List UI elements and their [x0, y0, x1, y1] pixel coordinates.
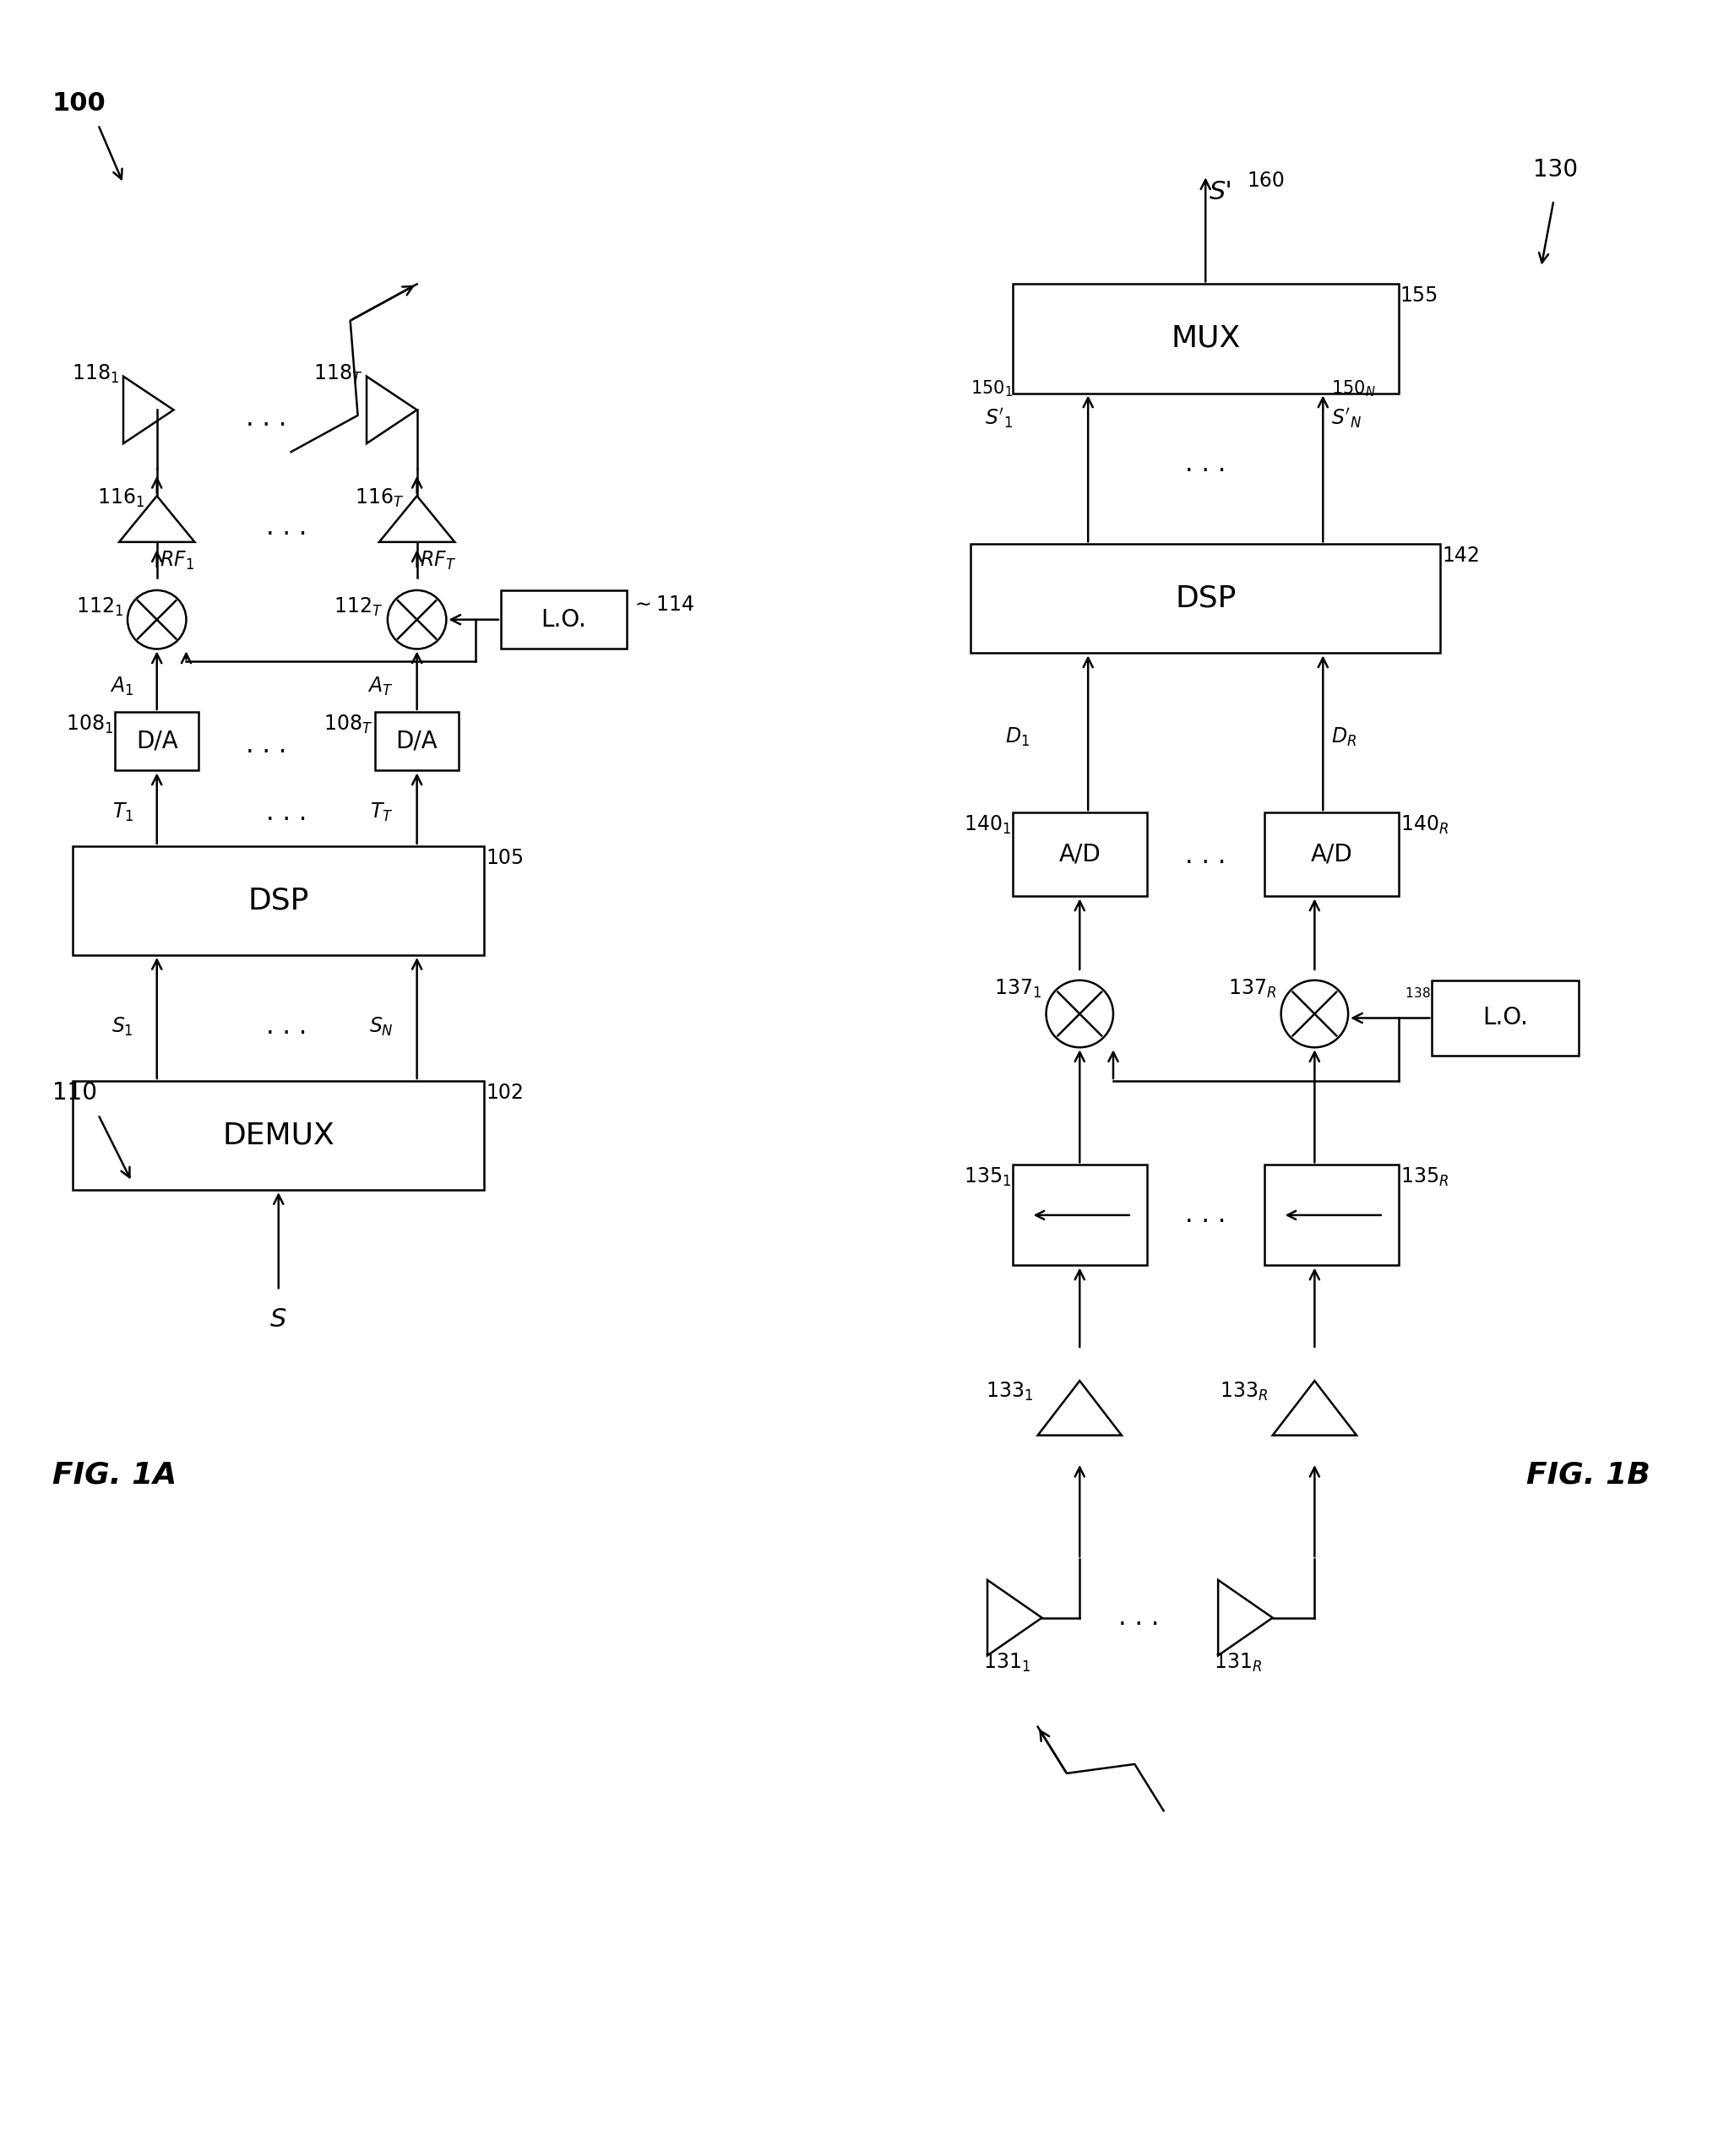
Text: $118_T$: $118_T$	[313, 362, 363, 384]
Text: $135_1$: $135_1$	[963, 1166, 1011, 1188]
Text: DSP: DSP	[247, 886, 309, 914]
Text: DEMUX: DEMUX	[223, 1121, 335, 1149]
Text: $150_1$: $150_1$	[970, 379, 1013, 399]
Text: $150_N$: $150_N$	[1331, 379, 1376, 399]
Text: $137_1$: $137_1$	[994, 977, 1043, 1000]
Bar	[970, 543, 1440, 653]
Text: 155: 155	[1400, 287, 1439, 306]
Bar	[1264, 1164, 1399, 1266]
Bar	[73, 1080, 484, 1190]
Text: FIG. 1B: FIG. 1B	[1527, 1462, 1649, 1490]
Text: 160: 160	[1247, 170, 1285, 192]
Text: $140_1$: $140_1$	[963, 815, 1011, 837]
Text: $RF_1$: $RF_1$	[159, 550, 194, 571]
Text: $131_1$: $131_1$	[984, 1651, 1030, 1673]
Text: . . .: . . .	[266, 515, 308, 539]
Text: $S'_N$: $S'_N$	[1331, 407, 1362, 429]
Text: $T_T$: $T_T$	[370, 802, 394, 824]
Text: D/A: D/A	[137, 729, 178, 752]
Text: DSP: DSP	[1176, 584, 1236, 612]
Text: S': S'	[1210, 179, 1233, 205]
Text: $108_T$: $108_T$	[323, 714, 373, 735]
Text: . . .: . . .	[1184, 453, 1226, 476]
Text: . . .: . . .	[1119, 1606, 1158, 1630]
Bar	[1013, 813, 1146, 897]
Text: D/A: D/A	[396, 729, 437, 752]
Text: L.O.: L.O.	[541, 608, 586, 632]
Text: $140_R$: $140_R$	[1400, 815, 1449, 837]
Bar	[73, 845, 484, 955]
Text: $D_R$: $D_R$	[1331, 727, 1357, 748]
Text: $112_1$: $112_1$	[76, 595, 123, 619]
Text: $_{138}$: $_{138}$	[1404, 983, 1430, 1000]
Text: $112_T$: $112_T$	[334, 595, 384, 619]
Text: $\sim$114: $\sim$114	[631, 595, 693, 614]
Text: . . .: . . .	[266, 1013, 308, 1039]
Text: $131_R$: $131_R$	[1214, 1651, 1262, 1673]
Bar	[1264, 813, 1399, 897]
Bar	[375, 711, 458, 770]
Text: A/D: A/D	[1311, 843, 1352, 867]
Text: $135_R$: $135_R$	[1400, 1166, 1449, 1188]
Text: 102: 102	[486, 1082, 524, 1104]
Text: $S_1$: $S_1$	[112, 1015, 133, 1037]
Text: $116_1$: $116_1$	[97, 487, 144, 509]
Text: . . .: . . .	[1184, 1203, 1226, 1227]
Text: S: S	[270, 1307, 287, 1332]
Text: . . .: . . .	[266, 800, 308, 826]
Bar	[1432, 981, 1579, 1056]
Text: $A_T$: $A_T$	[368, 675, 394, 699]
Bar	[114, 711, 199, 770]
Text: MUX: MUX	[1171, 323, 1240, 354]
Text: . . .: . . .	[1184, 843, 1226, 869]
Text: $RF_T$: $RF_T$	[420, 550, 456, 571]
Text: $108_1$: $108_1$	[66, 714, 112, 735]
Bar	[501, 591, 626, 649]
Text: . . .: . . .	[246, 733, 287, 757]
Text: 130: 130	[1532, 157, 1577, 181]
Bar	[1013, 1164, 1146, 1266]
Text: $D_1$: $D_1$	[1005, 727, 1029, 748]
Bar	[1013, 285, 1399, 392]
Text: $S_N$: $S_N$	[368, 1015, 394, 1037]
Text: A/D: A/D	[1058, 843, 1101, 867]
Text: $137_R$: $137_R$	[1229, 977, 1276, 1000]
Text: $T_1$: $T_1$	[112, 802, 133, 824]
Text: $116_T$: $116_T$	[354, 487, 405, 509]
Text: $A_1$: $A_1$	[109, 675, 133, 699]
Text: FIG. 1A: FIG. 1A	[52, 1462, 176, 1490]
Text: $133_1$: $133_1$	[986, 1380, 1034, 1401]
Text: 110: 110	[52, 1080, 97, 1104]
Text: $118_1$: $118_1$	[71, 362, 119, 384]
Text: 142: 142	[1442, 545, 1480, 567]
Text: $133_R$: $133_R$	[1221, 1380, 1269, 1401]
Text: $S'_1$: $S'_1$	[984, 407, 1013, 429]
Text: 100: 100	[52, 91, 105, 116]
Text: 105: 105	[486, 847, 524, 869]
Text: L.O.: L.O.	[1483, 1007, 1528, 1031]
Text: . . .: . . .	[246, 405, 287, 431]
